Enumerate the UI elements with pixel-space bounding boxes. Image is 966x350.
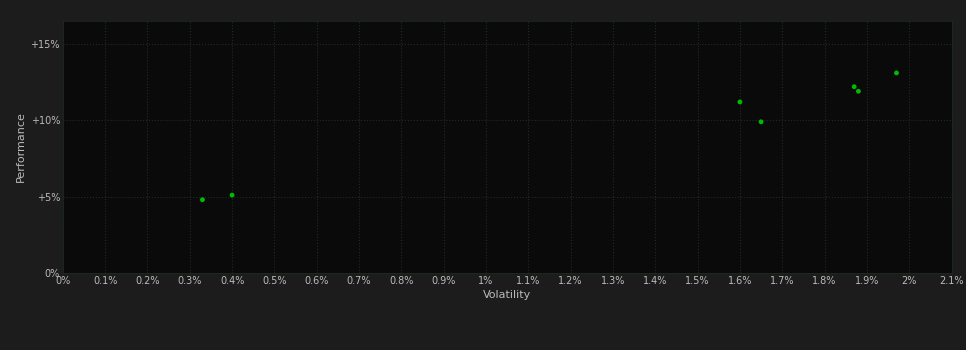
Y-axis label: Performance: Performance bbox=[16, 112, 26, 182]
Point bbox=[846, 84, 862, 90]
Point bbox=[224, 192, 240, 198]
Point bbox=[195, 197, 211, 203]
X-axis label: Volatility: Volatility bbox=[483, 290, 531, 300]
Point bbox=[732, 99, 748, 105]
Point bbox=[851, 89, 867, 94]
Point bbox=[889, 70, 904, 76]
Point bbox=[753, 119, 769, 125]
